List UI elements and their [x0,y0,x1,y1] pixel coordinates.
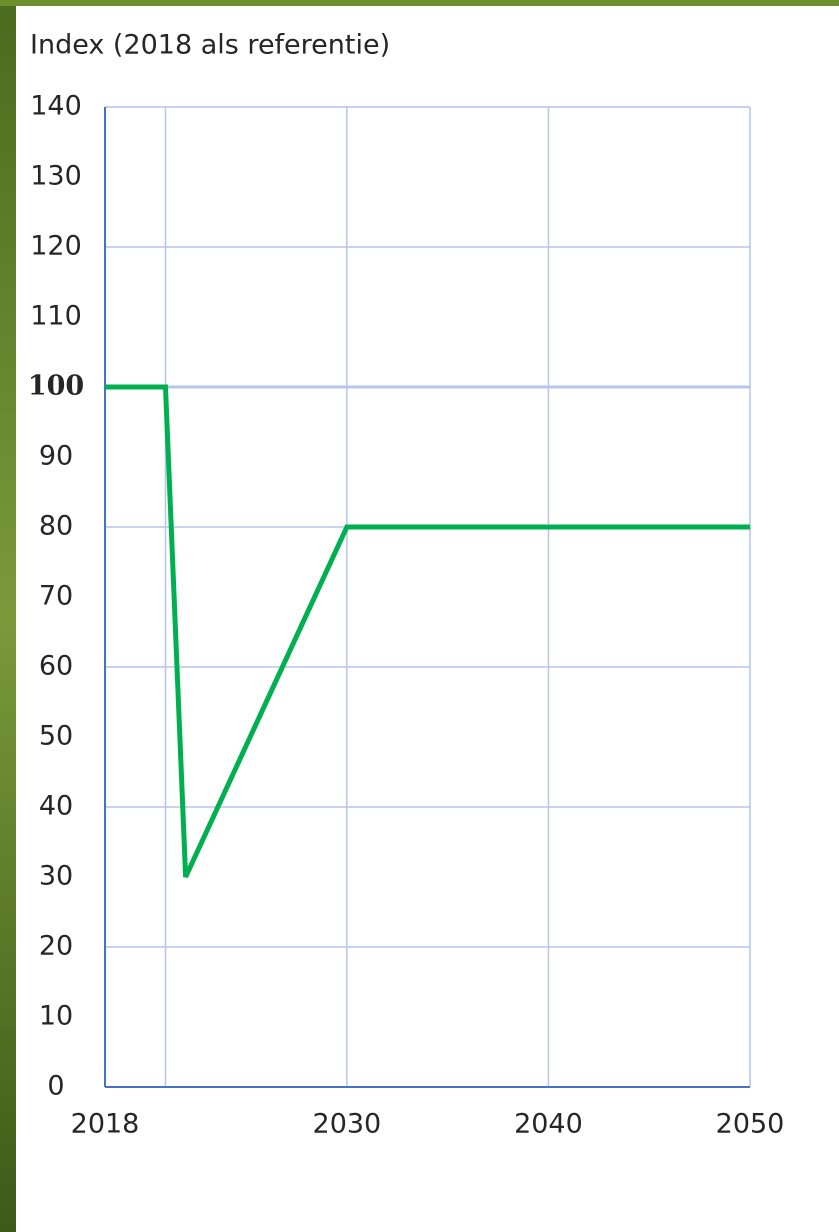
y-tick-label: 90 [39,441,73,472]
y-tick-label: 60 [39,651,73,682]
y-tick-label: 10 [39,1001,73,1032]
x-tick-label: 2040 [514,1109,583,1140]
chart: Index (2018 als referentie) 010203040506… [0,0,839,1232]
y-tick-label: 140 [30,91,82,122]
photo-strip [0,0,16,1232]
y-tick-label: 0 [47,1071,64,1102]
x-tick-label: 2030 [313,1109,382,1140]
x-tick-label: 2018 [71,1109,140,1140]
y-tick-label: 20 [39,931,73,962]
y-tick-label: 70 [39,581,73,612]
background [0,0,839,1232]
x-tick-label: 2050 [716,1109,785,1140]
y-tick-label: 80 [39,511,73,542]
y-tick-label: 130 [30,161,82,192]
chart-title: Index (2018 als referentie) [30,30,390,61]
photo-strip [0,0,839,6]
y-tick-label: 120 [30,231,82,262]
y-tick-label: 40 [39,791,73,822]
y-tick-label: 50 [39,721,73,752]
y-tick-label: 100 [28,371,84,402]
page: Index (2018 als referentie) 010203040506… [0,0,839,1232]
y-tick-label: 30 [39,861,73,892]
y-tick-label: 110 [30,301,82,332]
